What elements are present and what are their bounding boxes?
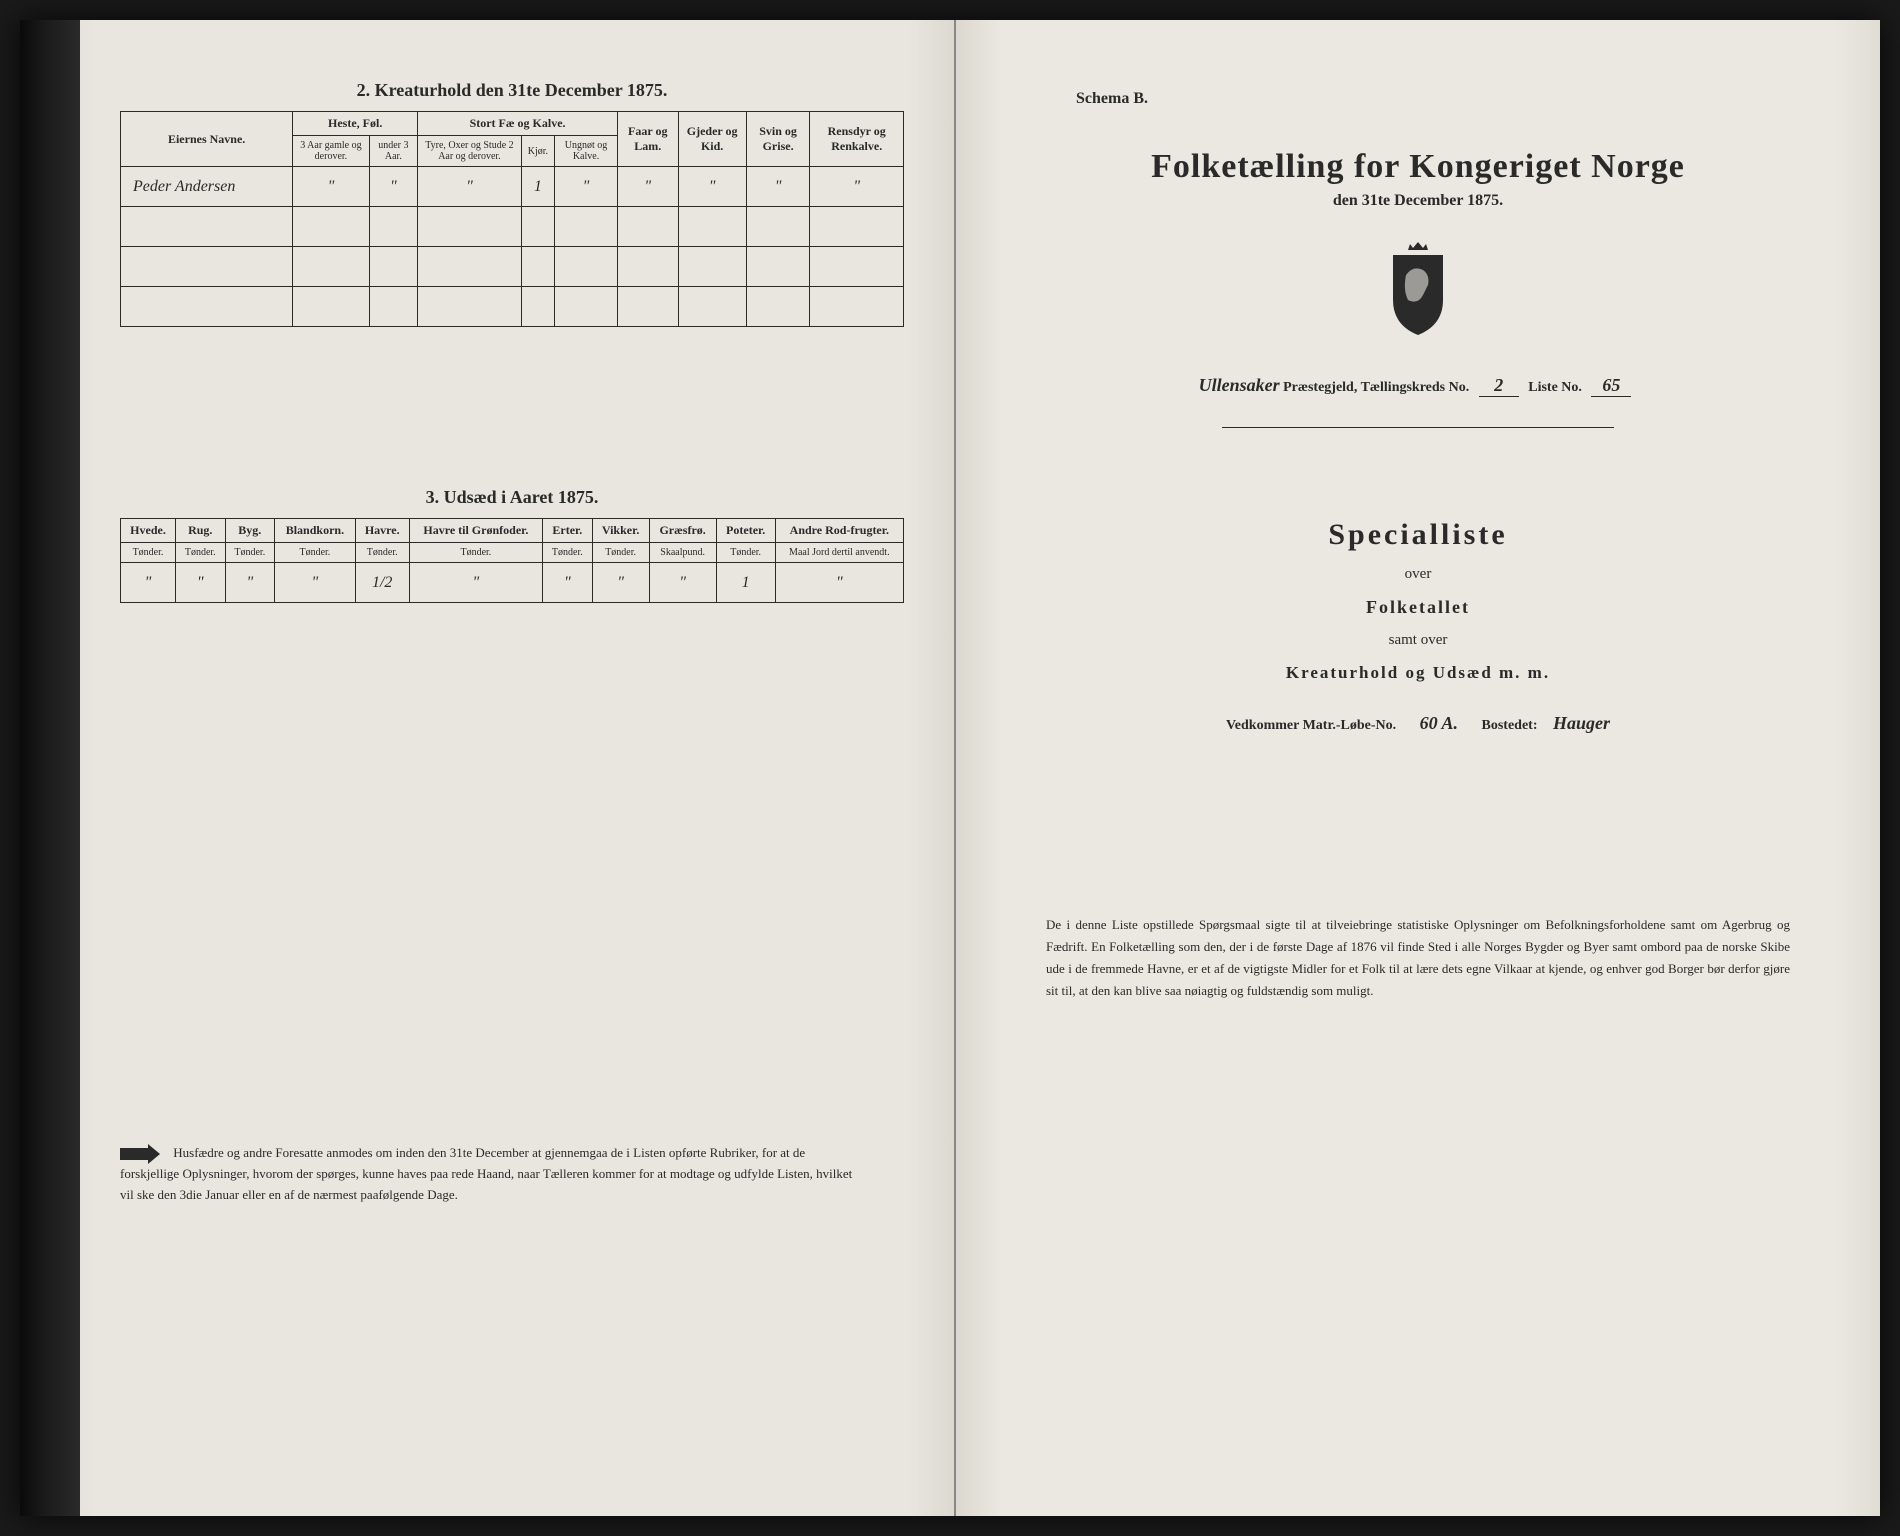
cell: " [649,563,716,603]
cell: " [418,167,522,207]
matr-label: Vedkommer Matr.-Løbe-No. [1226,718,1396,733]
cell: " [555,167,618,207]
col-owner: Eiernes Navne. [121,112,293,167]
seed-u0: Tønder. [121,543,176,563]
sub-h1: 3 Aar gamle og derover. [293,136,369,167]
seed-u2: Tønder. [225,543,275,563]
liste-no: 65 [1591,375,1631,397]
bostedet-label: Bostedet: [1482,718,1538,733]
section3-title: 3. Udsæd i Aaret 1875. [120,487,904,508]
cell: 1/2 [355,563,409,603]
table-row [121,287,904,327]
seed-u7: Tønder. [592,543,649,563]
col-goats: Gjeder og Kid. [678,112,746,167]
col-reindeer: Rensdyr og Renkalve. [810,112,904,167]
matr-line: Vedkommer Matr.-Løbe-No. 60 A. Bostedet:… [1026,713,1810,734]
table-row [121,247,904,287]
seed-u4: Tønder. [355,543,409,563]
seed-u6: Tønder. [543,543,593,563]
kreds-no: 2 [1479,375,1519,397]
cell: " [225,563,275,603]
seed-u8: Skaalpund. [649,543,716,563]
cell: 1 [521,167,554,207]
over-label: over [1026,566,1810,583]
parish-line: Ullensaker Præstegjeld, Tællingskreds No… [1026,375,1810,397]
cell-owner: Peder Andersen [121,167,293,207]
census-subtitle: den 31te December 1875. [1026,192,1810,210]
sub-c3: Ungnøt og Kalve. [555,136,618,167]
cell: " [746,167,810,207]
livestock-table: Eiernes Navne. Heste, Føl. Stort Fæ og K… [120,111,904,327]
left-page: 2. Kreaturhold den 31te December 1875. E… [20,20,956,1516]
seed-h2: Byg. [225,519,275,543]
seed-h6: Erter. [543,519,593,543]
book-binding [20,20,80,1516]
right-footer-note: De i denne Liste opstillede Spørgsmaal s… [1026,914,1810,1002]
seed-h1: Rug. [176,519,226,543]
cell: " [121,563,176,603]
cell: " [176,563,226,603]
cell: " [775,563,903,603]
bostedet-value: Hauger [1553,713,1610,733]
folketallet-label: Folketallet [1026,597,1810,618]
seed-u9: Tønder. [716,543,775,563]
footer-text: Husfædre og andre Foresatte anmodes om i… [120,1145,852,1202]
left-footer-note: Husfædre og andre Foresatte anmodes om i… [120,1143,904,1206]
bottom-note-text: De i denne Liste opstillede Spørgsmaal s… [1046,917,1790,998]
seed-u10: Maal Jord dertil anvendt. [775,543,903,563]
table-row: " " " " 1/2 " " " " 1 " [121,563,904,603]
samt-over-label: samt over [1026,632,1810,649]
seed-h9: Poteter. [716,519,775,543]
col-cattle: Stort Fæ og Kalve. [418,112,618,136]
seed-h10: Andre Rod-frugter. [775,519,903,543]
kreaturhold-label: Kreaturhold og Udsæd m. m. [1026,663,1810,683]
cell: " [592,563,649,603]
schema-label: Schema B. [1026,90,1810,108]
cell: " [275,563,356,603]
sub-c2: Kjør. [521,136,554,167]
pointer-icon [120,1144,160,1164]
col-horses: Heste, Føl. [293,112,418,136]
cell: " [810,167,904,207]
section2-title: 2. Kreaturhold den 31te December 1875. [120,80,904,101]
seed-u1: Tønder. [176,543,226,563]
seed-h5: Havre til Grønfoder. [409,519,542,543]
parish-name: Ullensaker [1199,375,1280,395]
cell: " [543,563,593,603]
seed-h0: Hvede. [121,519,176,543]
cell: " [618,167,679,207]
seed-h4: Havre. [355,519,409,543]
seed-h3: Blandkorn. [275,519,356,543]
cell: 1 [716,563,775,603]
col-sheep: Faar og Lam. [618,112,679,167]
cell: " [409,563,542,603]
table-row [121,207,904,247]
liste-label: Liste No. [1528,380,1582,395]
divider [1222,427,1614,428]
document-spread: 2. Kreaturhold den 31te December 1875. E… [20,20,1880,1516]
table-row: Peder Andersen " " " 1 " " " " " [121,167,904,207]
matr-no: 60 A. [1420,713,1458,733]
cell: " [678,167,746,207]
seed-u3: Tønder. [275,543,356,563]
cell: " [369,167,418,207]
seed-h7: Vikker. [592,519,649,543]
right-page: Schema B. Folketælling for Kongeriget No… [956,20,1880,1516]
col-pigs: Svin og Grise. [746,112,810,167]
seed-h8: Græsfrø. [649,519,716,543]
coat-of-arms-icon [1026,240,1810,345]
seed-table: Hvede. Rug. Byg. Blandkorn. Havre. Havre… [120,518,904,603]
sub-h2: under 3 Aar. [369,136,418,167]
seed-u5: Tønder. [409,543,542,563]
cell: " [293,167,369,207]
census-title: Folketælling for Kongeriget Norge [1026,148,1810,186]
specialliste-title: Specialliste [1026,518,1810,552]
parish-label: Præstegjeld, Tællingskreds No. [1283,380,1469,395]
sub-c1: Tyre, Oxer og Stude 2 Aar og derover. [418,136,522,167]
